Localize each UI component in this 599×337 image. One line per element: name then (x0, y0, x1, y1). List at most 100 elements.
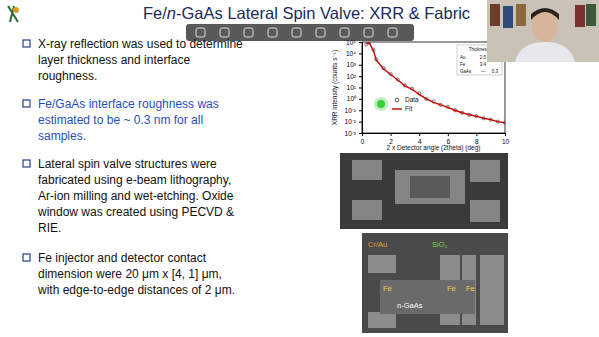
bullet-line: roughness. (38, 69, 97, 83)
background (0, 0, 599, 337)
sem-label: Fe (466, 284, 475, 293)
y-tick-label: 10³ (347, 61, 357, 68)
bullet-line: samples. (38, 129, 86, 143)
y-tick-line (359, 53, 362, 54)
sem-mesa (380, 280, 475, 314)
y-tick-label: 10² (347, 73, 357, 80)
bullet-line: dimension were 20 μm x [4, 1] μm, (38, 267, 222, 281)
legend: DataFit (392, 96, 419, 112)
sem-label: SiO₂ (432, 240, 448, 249)
toolbar-icon[interactable] (388, 28, 397, 37)
sem-image (340, 153, 508, 229)
legend-symbol (392, 108, 402, 109)
webcam-bg (487, 0, 599, 62)
y-tick-label: 10⁻³ (345, 130, 357, 137)
plot-area (365, 42, 505, 124)
bullet-line: Fe/GaAs interface roughness was (38, 97, 219, 111)
title: Fe/n-GaAs Lateral Spin Valve: XRR & Fabr… (143, 4, 470, 22)
toolbar-icon[interactable] (244, 28, 253, 37)
webcam-book (575, 5, 585, 27)
bullet-line: Lateral spin valve structures were (38, 157, 217, 171)
bullet-line: X-ray reflection was used to determine (38, 37, 243, 51)
sem-pad (395, 170, 465, 204)
y-tick-label: 10⁴ (346, 50, 356, 57)
title-part: -GaAs Lateral Spin Valve: XRR & Fabric (176, 4, 470, 22)
toolbar-icon[interactable] (196, 28, 205, 37)
logo-stroke (8, 6, 18, 22)
sem-pad (352, 160, 382, 180)
x-tick-line (391, 133, 392, 136)
y-axis-title: XRR intensity (counts s⁻¹) (331, 50, 339, 125)
toolbar-icon[interactable] (220, 28, 229, 37)
bullet-marker (23, 100, 30, 107)
toolbar-icon[interactable] (292, 28, 301, 37)
webcam-book (516, 4, 526, 26)
y-tick-label: 10⁻¹ (345, 107, 357, 114)
table-cell: 2.5 (480, 55, 487, 60)
bullet-marker (23, 254, 30, 261)
y-axis: 10⁻³10⁻²10⁻¹10⁰10¹10²10³10⁴10⁵ (345, 39, 363, 137)
sem-pad (480, 255, 504, 325)
sem-bg (340, 153, 508, 229)
sem-pad (470, 160, 500, 182)
sem-pad (368, 255, 396, 273)
bullet-line: Ar-ion milling and wet-etching. Oxide (38, 189, 234, 203)
x-tick: 6 (446, 133, 450, 145)
y-tick-line (359, 99, 362, 100)
toolbar-icon[interactable] (268, 28, 277, 37)
bullet-line: fabricated using e-beam lithography, (38, 173, 231, 187)
x-axis-title: 2 x Detector angle (2theta) (deg) (387, 144, 481, 152)
table-cell: GaAs (460, 69, 472, 74)
pointer-glow (374, 97, 388, 111)
y-tick: 10⁵ (346, 39, 362, 46)
title-part: Fe/ (143, 4, 167, 22)
bullet-line: window was created using PECVD & (37, 205, 234, 219)
bullet-line: with edge-to-edge distances of 2 μm. (37, 283, 235, 297)
pointer (377, 100, 385, 108)
slide: Fe/n-GaAs Lateral Spin Valve: XRR & Fabr… (0, 0, 599, 337)
x-tick-line (362, 133, 363, 136)
y-tick-line (359, 133, 362, 134)
toolbar-icon[interactable] (364, 28, 373, 37)
y-tick-line (359, 122, 362, 123)
table-cell: 3.4 (480, 62, 487, 67)
webcam-book (490, 4, 500, 26)
sem-label: n-GaAs (397, 301, 423, 310)
bullet-line: RIE. (38, 221, 61, 235)
title-part: n (167, 4, 176, 22)
webcam-book (586, 4, 596, 26)
bullet-marker (23, 160, 30, 167)
legend-label: Data (405, 96, 419, 103)
x-tick: 0 (361, 133, 365, 145)
y-axis-line (359, 43, 363, 134)
bullet-line: Fe injector and detector contact (38, 251, 207, 265)
x-axis: 0246810 (361, 133, 510, 145)
y-tick-label: 10⁰ (347, 95, 357, 102)
y-tick-line (359, 88, 362, 89)
webcam-hair (531, 8, 559, 20)
bullet-marker (23, 40, 30, 47)
sem-pad (352, 200, 382, 220)
webcam-book (503, 6, 513, 28)
y-tick: 10⁴ (346, 50, 362, 57)
y-tick-line (359, 42, 362, 43)
y-tick: 10⁻² (345, 118, 362, 125)
sem-window (410, 176, 450, 198)
x-tick-label: 0 (361, 138, 365, 145)
table-cell: Au (460, 55, 466, 60)
toolbar-icon[interactable] (340, 28, 349, 37)
bullet-line: layer thickness and interface (38, 53, 190, 67)
x-tick: 10 (502, 133, 510, 145)
webcam-shirt (515, 42, 575, 62)
bullet-line: estimated to be ~ 0.3 nm for all (38, 113, 203, 127)
y-tick: 10³ (347, 61, 362, 68)
table-cell: 0.3 (492, 69, 499, 74)
y-tick-line (359, 110, 362, 111)
webcam (487, 0, 599, 62)
legend-symbol (395, 98, 399, 102)
x-tick: 4 (418, 133, 422, 145)
logo-dot (13, 7, 19, 13)
sem-label: Fe (383, 284, 392, 293)
x-axis-line (363, 134, 506, 137)
toolbar-icon[interactable] (316, 28, 325, 37)
